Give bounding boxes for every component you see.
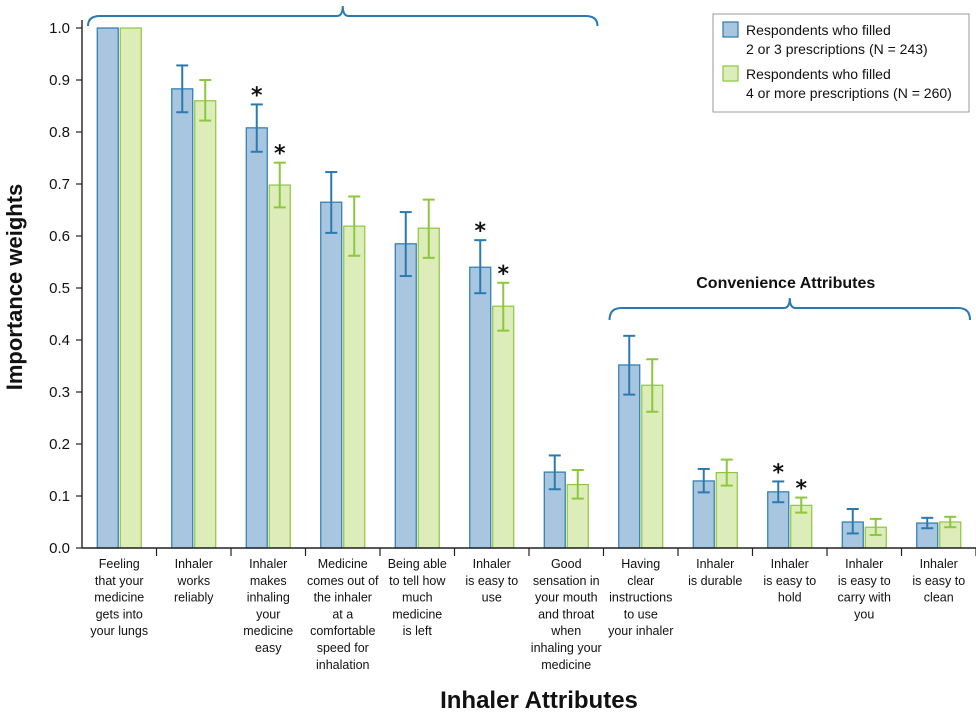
legend-box [712, 13, 970, 113]
x-axis-title: Inhaler Attributes [440, 687, 638, 714]
error-bar [399, 211, 412, 278]
error-bar [869, 517, 882, 536]
bar [492, 305, 515, 549]
legend: Respondents who filled 2 or 3 prescriptio… [712, 13, 970, 113]
error-bar [795, 496, 808, 514]
x-category-label: Inhaler is easy to hold [763, 557, 816, 605]
significance-star: * [251, 83, 263, 108]
legend-swatch [722, 65, 739, 82]
y-ticks: 0.0 0.1 0.2 0.3 0.4 0.5 0.6 0.7 0.8 0.9 1.0 [49, 20, 82, 557]
y-tick-label: 0.9 [49, 72, 70, 89]
error-bar [944, 515, 957, 529]
significance-star: * [274, 142, 286, 167]
y-axis-title: Importance weights [2, 184, 27, 391]
y-tick-label: 0.1 [49, 488, 70, 505]
error-bar [772, 480, 785, 504]
bar [171, 88, 194, 549]
error-bar [548, 454, 561, 491]
error-bar [422, 198, 435, 259]
bar [119, 27, 142, 549]
y-tick-label: 0.0 [49, 540, 70, 557]
error-bar [646, 358, 659, 413]
x-category-labels: Feeling that your medicine gets into your lu… [90, 548, 976, 672]
error-bar [921, 516, 934, 530]
x-category-label: Inhaler is durable [688, 557, 742, 588]
x-category-label: Inhaler makes inhaling your medicine easy [243, 557, 293, 655]
group-bracket [87, 5, 599, 27]
bar [320, 201, 343, 549]
error-bar [571, 469, 584, 500]
y-tick-label: 0.5 [49, 280, 70, 297]
error-bar [348, 195, 361, 257]
y-tick-label: 0.7 [49, 176, 70, 193]
error-bar [623, 334, 636, 396]
x-category-label: Inhaler is easy to use [465, 557, 518, 605]
y-tick-label: 0.6 [49, 228, 70, 245]
x-category-label: Feeling that your medicine gets into your lu… [90, 557, 148, 638]
error-bar [325, 171, 338, 234]
bar [96, 27, 119, 549]
significance-star: * [772, 460, 784, 485]
x-category-label: Medicine comes out of the inhaler at a comfo… [307, 557, 379, 672]
significance-star: * [474, 219, 486, 244]
bar [469, 266, 492, 549]
x-category-label: Inhaler is easy to carry with you [838, 557, 892, 621]
y-tick-label: 0.3 [49, 384, 70, 401]
error-bar [846, 508, 859, 535]
legend-label: Respondents who filled 2 or 3 prescriptio… [746, 22, 928, 57]
bar [268, 184, 291, 549]
legend-swatch [722, 21, 739, 38]
y-tick-label: 0.8 [49, 124, 70, 141]
x-category-label: Inhaler works reliably [174, 557, 214, 605]
group-bracket [608, 297, 971, 321]
y-tick-label: 0.4 [49, 332, 70, 349]
error-bar [474, 239, 487, 295]
error-bar [176, 64, 189, 114]
significance-star: * [795, 477, 807, 502]
y-tick-label: 1.0 [49, 20, 70, 37]
significance-star: * [497, 262, 509, 287]
bar [394, 243, 417, 549]
x-category-label: Having clear instructions to use your inhale… [608, 557, 673, 638]
bar [343, 225, 366, 549]
bar [245, 127, 268, 549]
error-bar [720, 458, 733, 487]
x-category-label: Inhaler is easy to clean [912, 557, 965, 605]
error-bar [199, 79, 212, 122]
bar [194, 100, 217, 549]
y-tick-label: 0.2 [49, 436, 70, 453]
bars: * * * * * * [96, 27, 962, 549]
legend-label: Respondents who filled 4 or more prescrip… [746, 66, 952, 101]
error-bar [497, 281, 510, 332]
group-label: Convenience Attributes [696, 275, 875, 292]
error-bar [273, 161, 286, 209]
error-bar [250, 103, 263, 153]
x-category-label: Being able to tell how much medicine is left [388, 557, 447, 638]
bar [417, 227, 440, 549]
attribute-group-brackets: Convenience Attributes [87, 5, 971, 321]
error-bar [697, 467, 710, 494]
x-category-label: Good sensation in your mouth and throat when… [531, 557, 602, 672]
